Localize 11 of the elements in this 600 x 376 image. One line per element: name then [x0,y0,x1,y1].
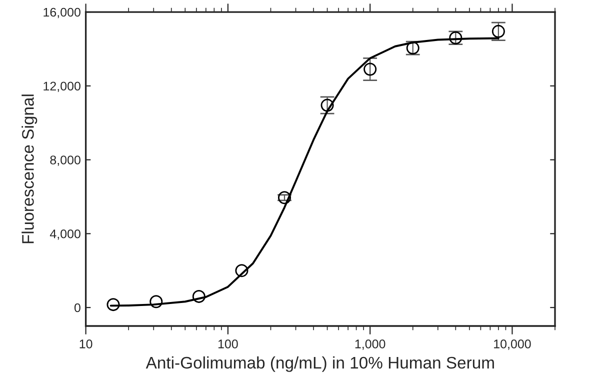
y-axis-title: Fluorescence Signal [22,94,38,244]
x-tick-label: 10,000 [494,340,531,350]
x-tick-label: 1,000 [355,340,386,350]
y-tick-label: 16,000 [44,8,80,18]
y-tick-label: 0 [74,303,80,312]
x-tick-label: 100 [218,340,238,348]
y-tick-label: 12,000 [44,82,80,92]
y-tick-label: 8,000 [50,156,80,166]
y-tick-label: 4,000 [50,229,80,240]
x-axis-title: Anti-Golimumab (ng/mL) in 10% Human Serum [146,356,494,372]
x-tick-label: 10 [80,340,92,348]
